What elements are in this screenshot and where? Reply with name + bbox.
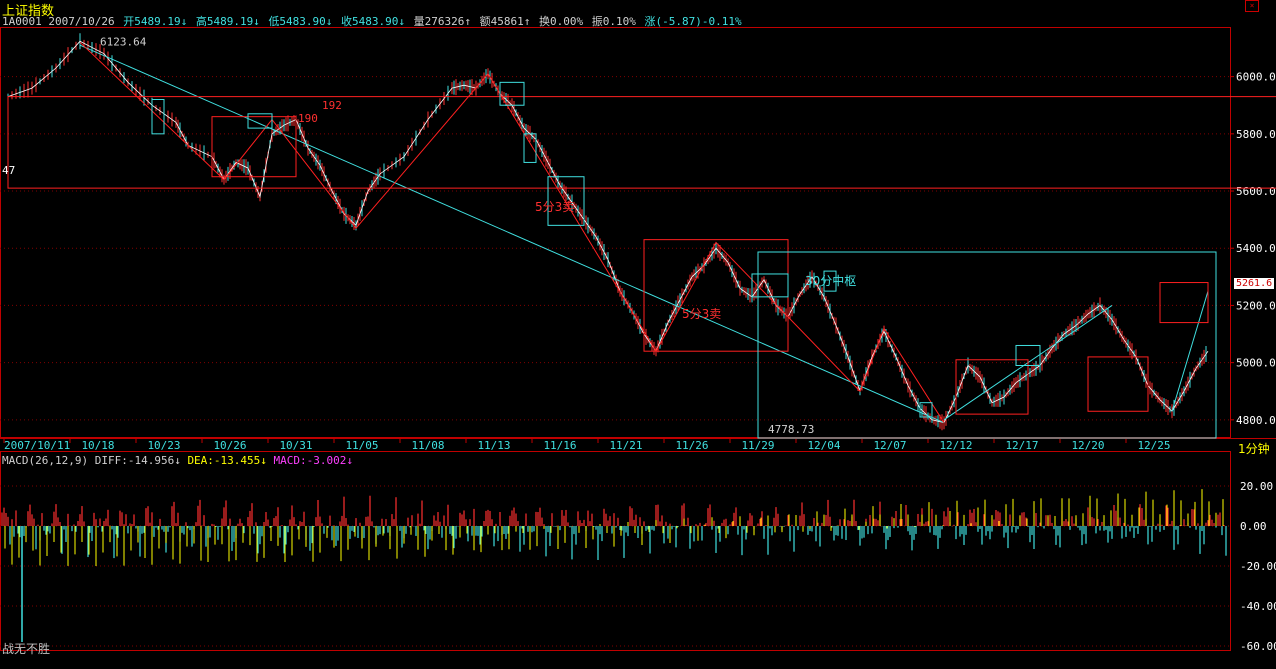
- code-date: 1A0001 2007/10/26: [2, 15, 115, 28]
- pivot-label: 30分中枢: [805, 273, 856, 288]
- pivot-box-cyan: [151, 99, 165, 135]
- macd-tick-label: -60.00: [1240, 640, 1276, 653]
- date-tick-label: 12/07: [873, 439, 906, 452]
- quote-info-bar: 1A0001 2007/10/26 开5489.19↓ 高5489.19↓ 低5…: [2, 13, 744, 29]
- pivot-box-cyan: [499, 81, 525, 106]
- pivot-box-cyan: [547, 176, 585, 226]
- amount: 额45861↑: [479, 15, 531, 28]
- date-tick-label: 11/29: [741, 439, 774, 452]
- pivot-box-30min: [757, 251, 1217, 439]
- price-tick-label: 5400.0: [1236, 242, 1276, 255]
- macd-tick-label: -40.00: [1240, 600, 1276, 613]
- macd-label: MACD(26,12,9): [2, 454, 89, 467]
- change: 涨(-5.87)-0.11%: [644, 15, 742, 28]
- macd-panel-frame: [0, 451, 1231, 651]
- footer-text: 战无不胜: [2, 642, 51, 656]
- price-tick-label: 5200.0: [1236, 299, 1276, 312]
- pivot-box-red: [1159, 282, 1209, 324]
- high-annotation: 6123.64: [100, 35, 147, 48]
- low-price: 低5483.90↓: [268, 15, 333, 28]
- uptrend-line-2: [1171, 290, 1209, 412]
- macd-tick-label: 0.00: [1240, 520, 1267, 533]
- date-tick-label: 11/26: [675, 439, 708, 452]
- downtrend-line: [79, 44, 945, 424]
- pivot-box-cyan: [919, 402, 933, 418]
- date-tick-label: 11/08: [411, 439, 444, 452]
- pivot-box-red: [211, 116, 297, 178]
- period-label[interactable]: 1分钟: [1238, 442, 1270, 456]
- left-label-47: 47: [2, 164, 15, 177]
- sell-label-1: 5分3卖: [535, 200, 574, 214]
- high-price: 高5489.19↓: [195, 15, 260, 28]
- date-tick-label: 12/17: [1005, 439, 1038, 452]
- date-tick-label: 12/20: [1071, 439, 1104, 452]
- pivot-box-cyan: [751, 273, 789, 298]
- stroke-zigzag: [79, 41, 945, 423]
- date-tick-label: 11/05: [345, 439, 378, 452]
- date-tick-label: 12/25: [1137, 439, 1170, 452]
- open-price: 开5489.19↓: [123, 15, 188, 28]
- price-tick-label: 5800.0: [1236, 128, 1276, 141]
- turnover: 换0.00%: [539, 15, 584, 28]
- pivot-box-red: [955, 359, 1029, 415]
- date-tick-label: 2007/10/11: [4, 439, 70, 452]
- date-tick-label: 11/21: [609, 439, 642, 452]
- date-tick-label: 10/31: [279, 439, 312, 452]
- date-tick-label: 12/12: [939, 439, 972, 452]
- macd-tick-label: 20.00: [1240, 480, 1273, 493]
- stroke-label-190: 190: [298, 112, 318, 125]
- sell-label-2: 5分3卖: [682, 307, 721, 321]
- date-tick-label: 11/16: [543, 439, 576, 452]
- pivot-box-red: [7, 96, 1276, 189]
- price-line: [7, 40, 1209, 424]
- amplitude: 振0.10%: [591, 15, 636, 28]
- close-price: 收5483.90↓: [341, 15, 406, 28]
- price-tick-label: 6000.0: [1236, 71, 1276, 84]
- price-tick-label: 4800.0: [1236, 414, 1276, 427]
- last-price-label: 5261.6: [1234, 278, 1275, 289]
- macd-macd: MACD:-3.002↓: [273, 454, 354, 467]
- pivot-box-cyan: [523, 133, 537, 163]
- close-icon[interactable]: ×: [1245, 0, 1259, 12]
- pivot-box-cyan: [247, 113, 273, 129]
- macd-info-bar: MACD(26,12,9) DIFF:-14.956↓ DEA:-13.455↓…: [2, 454, 353, 467]
- stroke-label-192: 192: [322, 99, 342, 112]
- macd-tick-label: -20.00: [1240, 560, 1276, 573]
- pivot-box-red: [1087, 356, 1149, 412]
- low-annotation: 4778.73: [768, 423, 814, 436]
- price-tick-label: 5600.0: [1236, 185, 1276, 198]
- volume: 量276326↑: [413, 15, 472, 28]
- pivot-box-cyan: [1015, 344, 1041, 366]
- date-tick-label: 10/23: [147, 439, 180, 452]
- window-title: 上证指数: [2, 4, 55, 19]
- date-tick-label: 10/26: [213, 439, 246, 452]
- price-tick-label: 5000.0: [1236, 357, 1276, 370]
- date-tick-label: 12/04: [807, 439, 840, 452]
- macd-dea: DEA:-13.455↓: [187, 454, 267, 467]
- pivot-box-cyan: [823, 270, 837, 292]
- date-tick-label: 11/13: [477, 439, 510, 452]
- macd-diff: DIFF:-14.956↓: [94, 454, 181, 467]
- price-panel-frame: [0, 27, 1231, 438]
- date-tick-label: 10/18: [81, 439, 114, 452]
